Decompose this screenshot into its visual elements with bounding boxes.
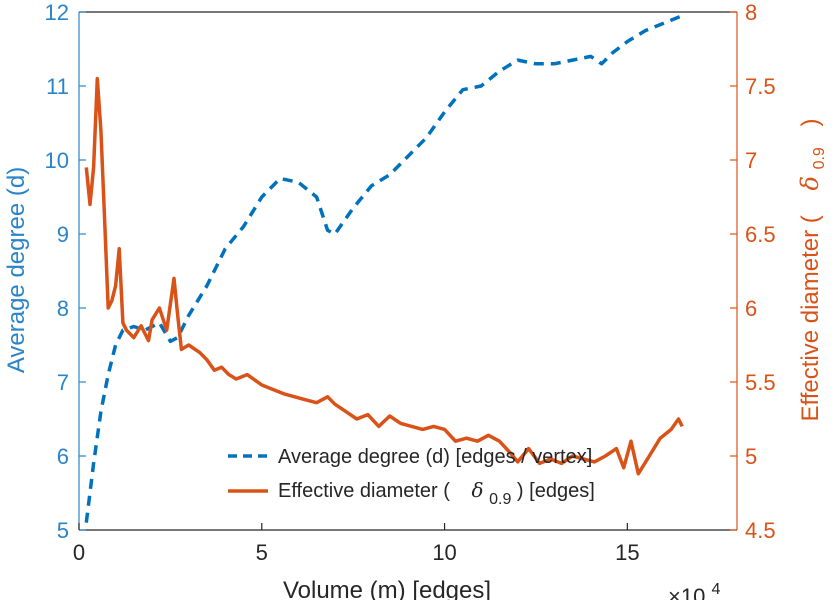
left-y-tick-label: 11 [46,74,69,99]
x-tick-label: 5 [256,540,268,565]
right-y-axis-title: Effective diameter ( δ 0.9 ) [796,118,830,421]
legend-label-effective-diameter-prefix: Effective diameter ( [278,480,450,502]
left-y-tick-label: 5 [57,518,69,543]
series-layer [84,14,684,523]
x-tick-label: 15 [615,540,639,565]
right-y-tick-label: 6.5 [745,222,776,247]
x-tick-label: 10 [432,540,456,565]
right-y-tick-label: 7.5 [745,74,776,99]
left-y-tick-label: 9 [57,222,69,247]
left-y-ticks: 5 6 7 8 9 10 11 12 [45,0,86,543]
left-y-axis-title: Average degree (d) [3,167,30,373]
legend-label-effective-diameter-symbol: δ [472,478,484,502]
right-y-axis-title-suffix: ) [797,118,824,126]
left-y-tick-label: 8 [57,296,69,321]
right-y-axis-title-symbol: δ [796,176,824,190]
plot-frame [78,11,738,531]
left-y-tick-label: 6 [57,444,69,469]
x-tick-label: 0 [73,540,85,565]
legend: Average degree (d) [edges / vertex] Effe… [228,446,595,509]
right-y-axis-title-subscript: 0.9 [811,147,828,169]
legend-label-average-degree: Average degree (d) [edges / vertex] [278,446,592,468]
legend-label-effective-diameter-subscript: 0.9 [489,491,511,508]
x-multiplier-label: ×10 4 [668,581,720,600]
right-y-tick-label: 4.5 [745,518,776,543]
right-y-ticks: 4.5 5 5.5 6 6.5 7 7.5 8 [730,0,776,543]
left-y-tick-label: 12 [45,0,69,25]
legend-label-effective-diameter: Effective diameter ( δ 0.9 ) [edges] [278,478,595,509]
right-y-axis-title-prefix: Effective diameter ( [797,215,824,421]
right-y-tick-label: 6 [745,296,757,321]
x-multiplier-base: ×10 [668,584,705,600]
right-y-tick-label: 7 [745,148,757,173]
legend-label-effective-diameter-suffix: ) [edges] [517,480,595,502]
right-y-tick-label: 5.5 [745,370,776,395]
left-y-tick-label: 7 [57,370,69,395]
x-ticks: 0 5 10 15 [73,523,640,565]
x-axis-title: Volume (m) [edges] [283,577,491,600]
series-line-effective-diameter [84,76,684,476]
left-y-tick-label: 10 [45,148,69,173]
right-y-tick-label: 8 [745,0,757,25]
x-multiplier-exponent: 4 [711,581,720,598]
right-y-tick-label: 5 [745,444,757,469]
